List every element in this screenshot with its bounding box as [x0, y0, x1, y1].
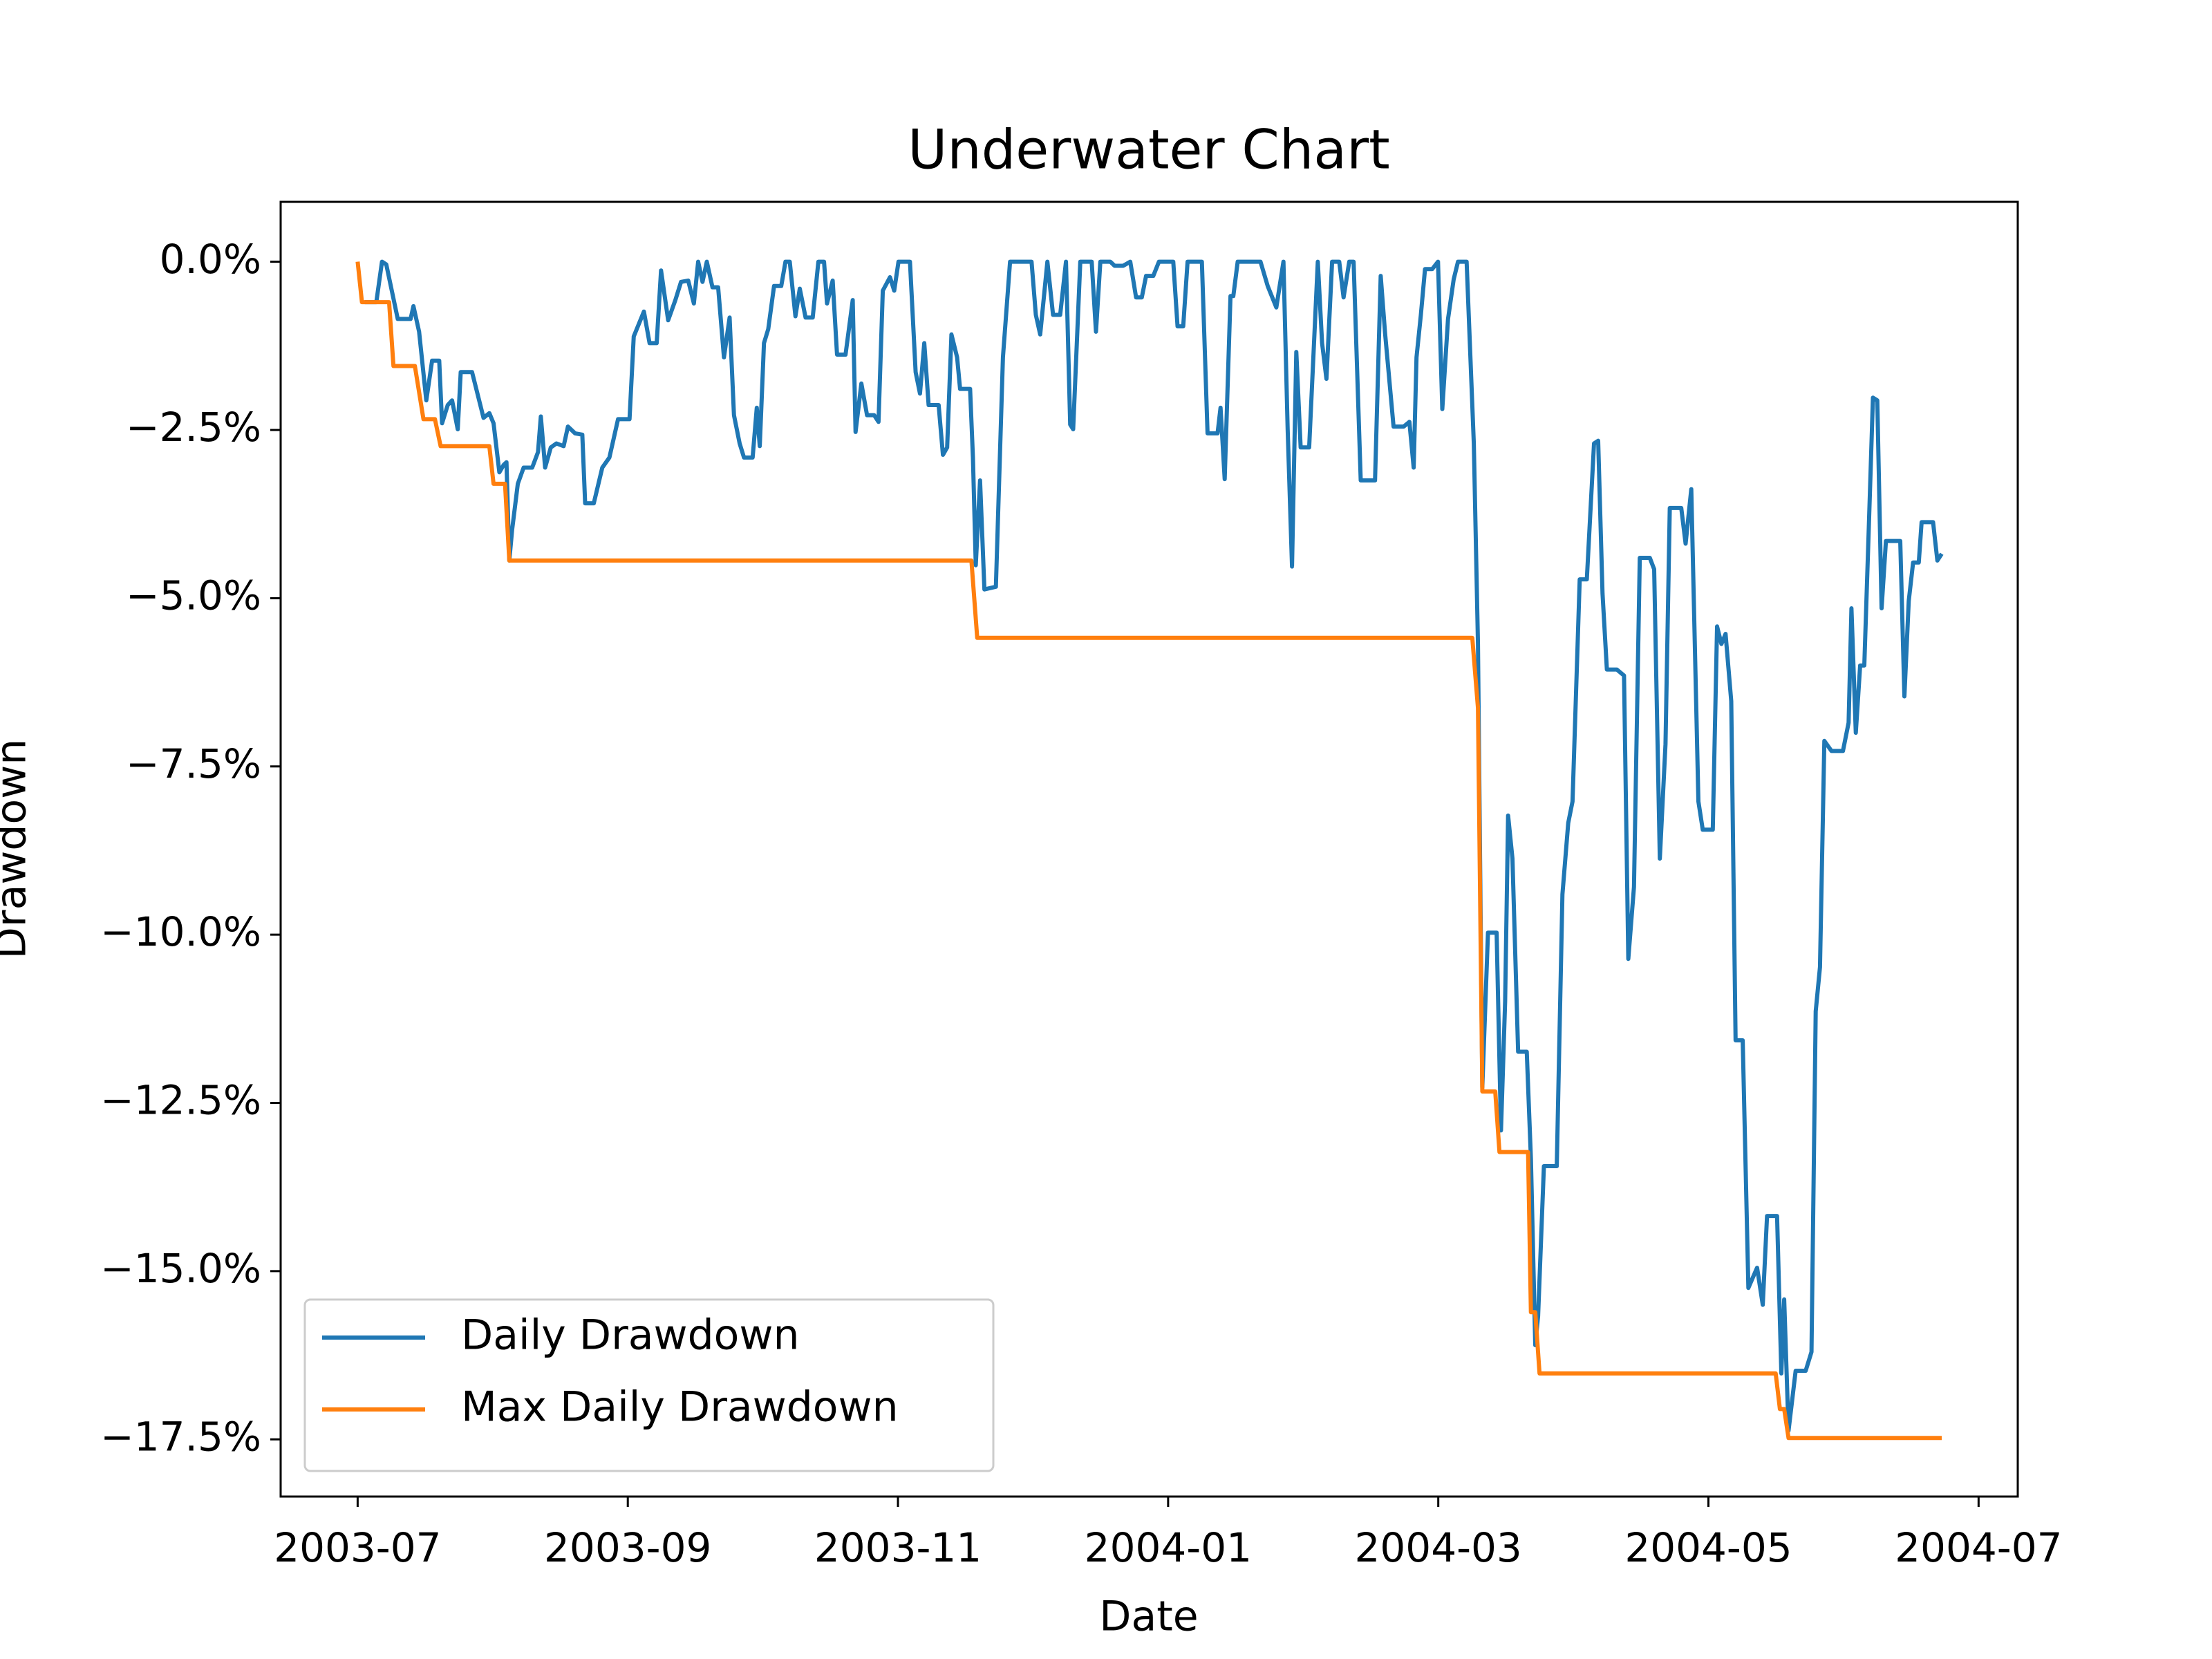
x-tick-label: 2004-03	[1355, 1524, 1522, 1571]
x-tick-label: 2003-09	[544, 1524, 711, 1571]
plot-frame	[279, 200, 2019, 1498]
data-line	[355, 261, 1942, 1441]
y-axis-label: Drawdown	[0, 739, 36, 959]
x-tick-label: 2004-07	[1895, 1524, 2062, 1571]
y-tick-label: −7.5%	[126, 740, 261, 787]
y-tick-label: −12.5%	[100, 1077, 261, 1124]
y-tick-label: 0.0%	[160, 236, 261, 283]
x-tick-label: 2004-05	[1624, 1524, 1792, 1571]
y-tick-label: −2.5%	[126, 404, 261, 451]
y-tick-label: −5.0%	[126, 572, 261, 619]
legend-label: Max Daily Drawdown	[461, 1383, 899, 1432]
legend-label: Daily Drawdown	[461, 1311, 800, 1360]
x-axis-label: Date	[1099, 1593, 1198, 1641]
x-tick-label: 2004-01	[1085, 1524, 1252, 1571]
legend-box	[303, 1298, 995, 1472]
x-tick-label: 2003-07	[274, 1524, 441, 1571]
x-tick-label: 2003-11	[814, 1524, 982, 1571]
y-tick-label: −17.5%	[100, 1413, 261, 1460]
data-line	[364, 259, 1944, 1433]
y-tick-label: −10.0%	[100, 908, 261, 955]
chart-title: Underwater Chart	[908, 119, 1389, 181]
y-tick-label: −15.0%	[100, 1245, 261, 1292]
